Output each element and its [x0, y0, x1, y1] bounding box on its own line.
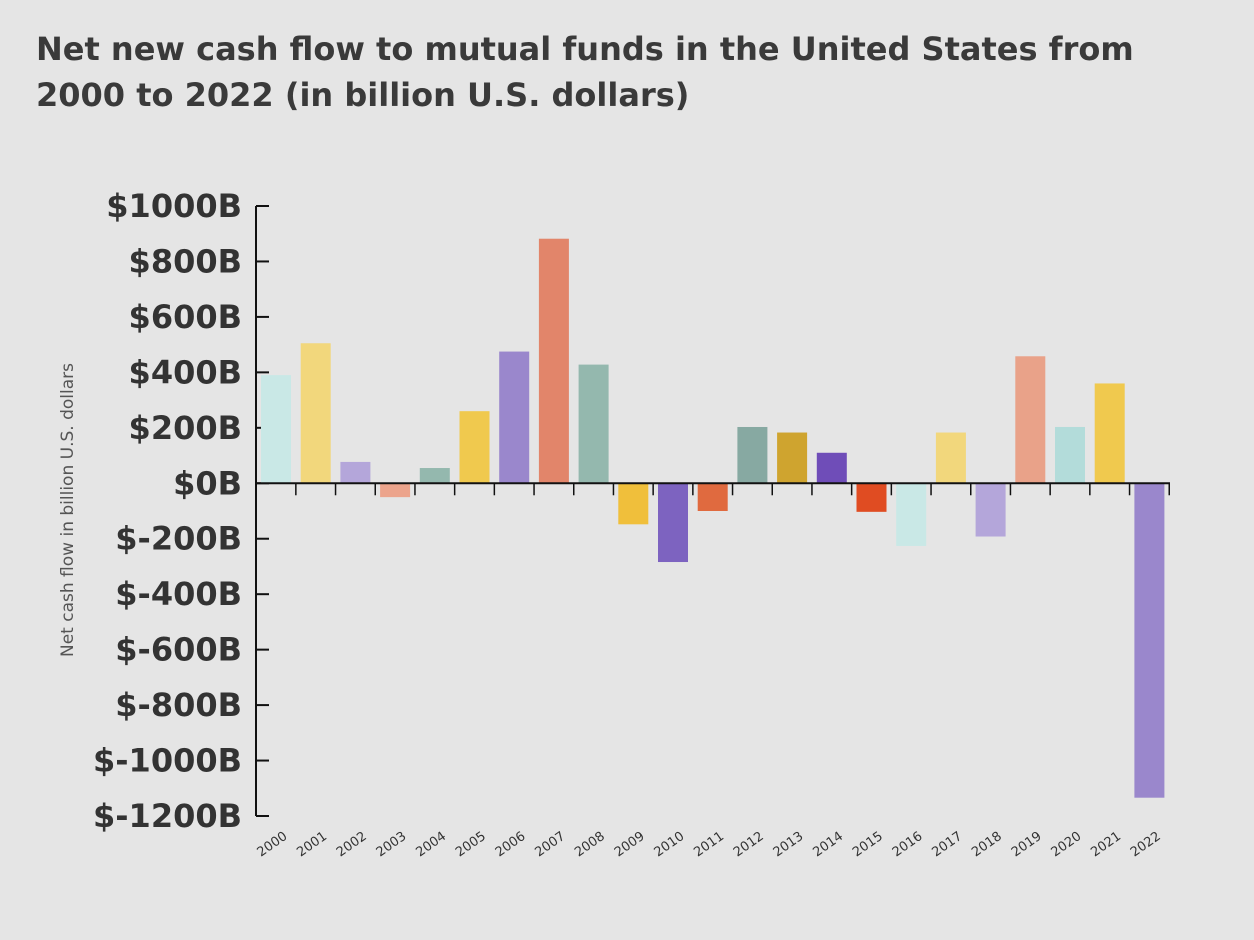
- bar-2021: [1094, 383, 1125, 484]
- x-tick-label: 2022: [1128, 829, 1164, 860]
- y-tick-label: $600B: [129, 298, 242, 336]
- bar-2013: [777, 432, 808, 484]
- y-tick-label: $-800B: [115, 686, 242, 724]
- bar-2004: [419, 468, 450, 484]
- bar-2017: [935, 432, 966, 484]
- x-tick-label: 2014: [810, 829, 846, 860]
- y-tick-label: $400B: [129, 353, 242, 391]
- x-tick-label: 2005: [453, 829, 489, 860]
- bar-2009: [618, 483, 649, 525]
- bar-2011: [697, 483, 728, 511]
- y-tick-label: $200B: [129, 409, 242, 447]
- bar-2003: [380, 483, 411, 498]
- bar-2015: [856, 483, 887, 512]
- x-tick-label: 2008: [572, 829, 608, 860]
- bar-2016: [896, 483, 927, 546]
- bar-2005: [459, 411, 490, 484]
- bar-2001: [300, 343, 331, 484]
- bar-2006: [499, 351, 530, 484]
- x-tick-label: 2003: [374, 829, 410, 860]
- x-tick-label: 2017: [929, 829, 965, 860]
- bar-2000: [261, 375, 291, 484]
- x-tick-label: 2010: [652, 829, 688, 860]
- x-tick-label: 2007: [532, 829, 568, 860]
- bar-2018: [975, 483, 1006, 537]
- x-tick-label: 2001: [294, 829, 330, 860]
- y-tick-label: $-1000B: [93, 742, 242, 780]
- bar-2019: [1015, 356, 1046, 484]
- x-tick-label: 2006: [493, 829, 529, 860]
- chart-title: Net new cash flow to mutual funds in the…: [36, 30, 1134, 114]
- bars: [261, 238, 1165, 798]
- x-tick-label: 2009: [612, 829, 648, 860]
- bar-2002: [340, 461, 371, 484]
- bar-2007: [538, 238, 569, 484]
- y-tick-label: $0B: [173, 464, 242, 502]
- y-tick-label: $1000B: [106, 187, 242, 225]
- x-tick-label: 2016: [890, 829, 926, 860]
- y-tick-label: $-1200B: [93, 797, 242, 835]
- x-tick-label: 2021: [1088, 829, 1124, 860]
- x-tick-label: 2015: [850, 829, 886, 860]
- x-tick-label: 2019: [1009, 829, 1045, 860]
- y-tick-label: $-600B: [115, 631, 242, 669]
- x-axis: 2000 2001 2002 2003 2004 2005 2006 2007 2008 2009…: [255, 482, 1170, 860]
- x-tick-label: 2020: [1049, 829, 1085, 860]
- bar-2012: [737, 426, 768, 484]
- bar-2010: [658, 483, 688, 563]
- y-tick-label: $800B: [129, 242, 242, 280]
- y-axis: $1000B $800B $600B $400B $200B $0B $-200B $-400…: [93, 187, 269, 835]
- y-tick-label: $-400B: [115, 575, 242, 613]
- x-tick-label: 2004: [413, 829, 449, 860]
- x-tick-label: 2000: [255, 829, 291, 860]
- bar-2008: [578, 364, 609, 484]
- bar-2020: [1055, 426, 1085, 484]
- x-tick-label: 2011: [691, 829, 727, 860]
- x-tick-label: 2013: [771, 829, 807, 860]
- bar-2014: [816, 452, 847, 484]
- x-tick-label: 2018: [969, 829, 1005, 860]
- bar-2022: [1134, 483, 1165, 798]
- x-tick-label: 2002: [334, 829, 370, 860]
- x-tick-label: 2012: [731, 829, 767, 860]
- y-tick-label: $-200B: [115, 520, 242, 558]
